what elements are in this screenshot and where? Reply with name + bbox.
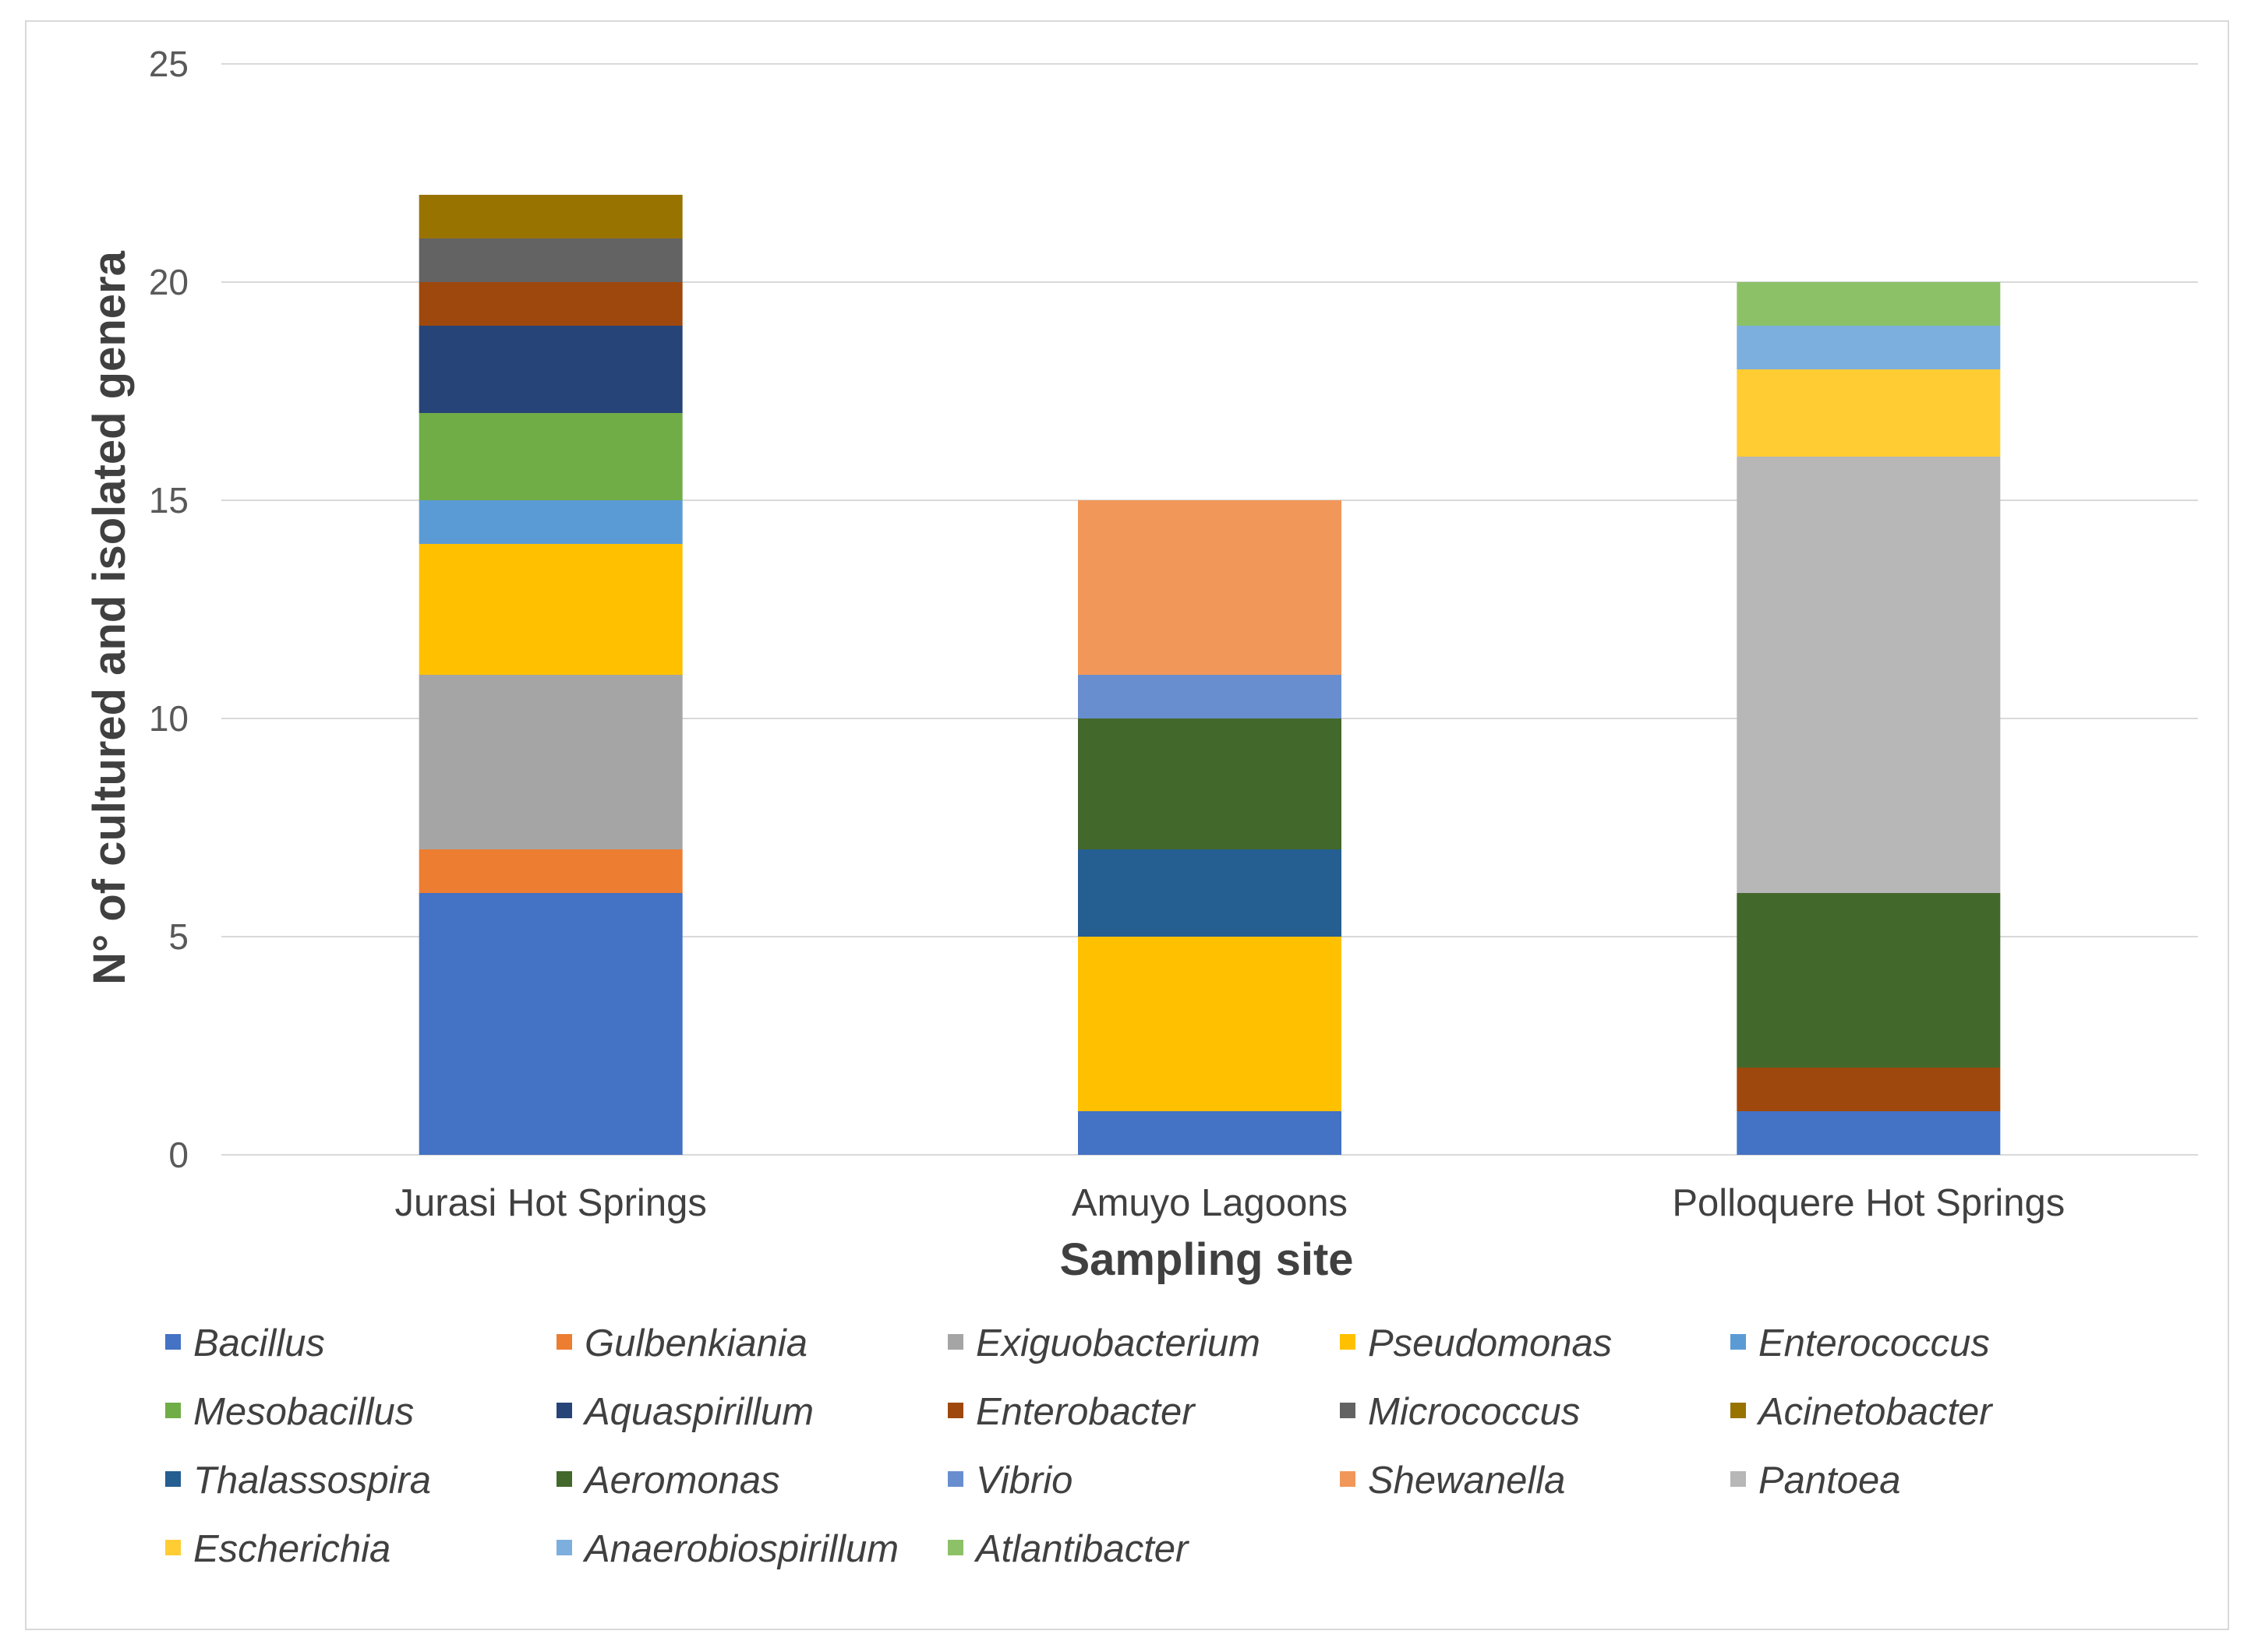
bar-segment-acinetobacter	[419, 195, 683, 238]
bar-segment-pantoea	[1737, 457, 2001, 893]
category-label: Jurasi Hot Springs	[395, 1182, 707, 1224]
legend-swatch	[557, 1471, 572, 1487]
legend-swatch	[1730, 1471, 1746, 1487]
bar-segment-aeromonas	[1078, 718, 1341, 849]
bar-segment-atlantibacter	[1737, 282, 2001, 326]
legend-label: Mesobacillus	[193, 1391, 414, 1433]
legend-swatch	[165, 1540, 181, 1555]
bars	[419, 195, 2001, 1155]
legend-swatch	[948, 1471, 963, 1487]
legend-label: Gulbenkiania	[585, 1322, 807, 1364]
stacked-bar-chart: 0 5 10 15 20 25 Jurasi Hot Springs Amuyo Lagoo…	[84, 44, 2198, 1570]
legend-swatch	[165, 1334, 181, 1350]
legend-swatch	[948, 1403, 963, 1418]
bar-segment-aeromonas	[1737, 893, 2001, 1068]
y-tick-label: 25	[149, 44, 189, 84]
legend-label: Acinetobacter	[1756, 1391, 1993, 1433]
bar-segment-aquaspirillum	[419, 326, 683, 413]
bar-segment-bacillus	[1737, 1111, 2001, 1155]
legend-label: Enterococcus	[1758, 1322, 1990, 1364]
legend-swatch	[1730, 1334, 1746, 1350]
bar-segment-vibrio	[1078, 675, 1341, 718]
legend-label: Aeromonas	[582, 1460, 780, 1502]
legend-label: Pantoea	[1758, 1460, 1901, 1502]
bar-segment-enterobacter	[419, 282, 683, 326]
legend-swatch	[165, 1471, 181, 1487]
legend-swatch	[1340, 1334, 1355, 1350]
y-tick-label: 10	[149, 698, 189, 739]
legend-swatch	[1730, 1403, 1746, 1418]
chart-frame: 0 5 10 15 20 25 Jurasi Hot Springs Amuyo Lagoo…	[25, 20, 2229, 1630]
legend-label: Aquaspirillum	[582, 1391, 814, 1433]
y-axis-title: N° of cultured and isolated genera	[84, 250, 135, 984]
y-tick-label: 0	[168, 1135, 189, 1175]
bar-segment-pseudomonas	[1078, 937, 1341, 1111]
legend-label: Bacillus	[193, 1322, 325, 1364]
legend-label: Shewanella	[1368, 1460, 1565, 1502]
bar-segment-bacillus	[419, 893, 683, 1155]
legend: Bacillus Gulbenkiania Exiguobacterium Pseud…	[165, 1322, 1993, 1570]
bar-segment-micrococcus	[419, 238, 683, 282]
legend-swatch	[1340, 1471, 1355, 1487]
legend-label: Thalassospira	[193, 1460, 431, 1502]
legend-swatch	[557, 1334, 572, 1350]
bar-segment-bacillus	[1078, 1111, 1341, 1155]
y-tick-label: 15	[149, 480, 189, 521]
legend-label: Anaerobiospirillum	[582, 1528, 899, 1570]
category-label: Amuyo Lagoons	[1072, 1182, 1348, 1224]
legend-swatch	[948, 1540, 963, 1555]
bar-segment-gulbenkiania	[419, 849, 683, 893]
legend-label: Enterobacter	[976, 1391, 1196, 1433]
bar-segment-escherichia	[1737, 369, 2001, 457]
bar-segment-thalassospira	[1078, 849, 1341, 937]
legend-swatch	[557, 1540, 572, 1555]
category-labels: Jurasi Hot Springs Amuyo Lagoons Polloquer…	[395, 1182, 2065, 1224]
bar-segment-mesobacillus	[419, 413, 683, 500]
legend-label: Vibrio	[976, 1460, 1072, 1502]
category-label: Polloquere Hot Springs	[1672, 1182, 2065, 1224]
legend-label: Escherichia	[193, 1528, 390, 1570]
bar-segment-pseudomonas	[419, 544, 683, 675]
legend-swatch	[1340, 1403, 1355, 1418]
legend-label: Atlantibacter	[974, 1528, 1189, 1570]
y-tick-labels: 0 5 10 15 20 25	[149, 44, 189, 1175]
legend-label: Micrococcus	[1368, 1391, 1580, 1433]
bar-segment-shewanella	[1078, 500, 1341, 675]
bar-segment-enterococcus	[419, 500, 683, 544]
bar-segment-exiguobacterium	[419, 675, 683, 849]
bar-segment-anaerobiospirillum	[1737, 326, 2001, 369]
y-tick-label: 20	[149, 262, 189, 302]
legend-swatch	[557, 1403, 572, 1418]
legend-swatch	[948, 1334, 963, 1350]
legend-label: Pseudomonas	[1368, 1322, 1612, 1364]
x-axis-title: Sampling site	[1059, 1234, 1353, 1285]
legend-label: Exiguobacterium	[976, 1322, 1260, 1364]
legend-swatch	[165, 1403, 181, 1418]
bar-segment-enterobacter	[1737, 1068, 2001, 1111]
y-tick-label: 5	[168, 916, 189, 957]
